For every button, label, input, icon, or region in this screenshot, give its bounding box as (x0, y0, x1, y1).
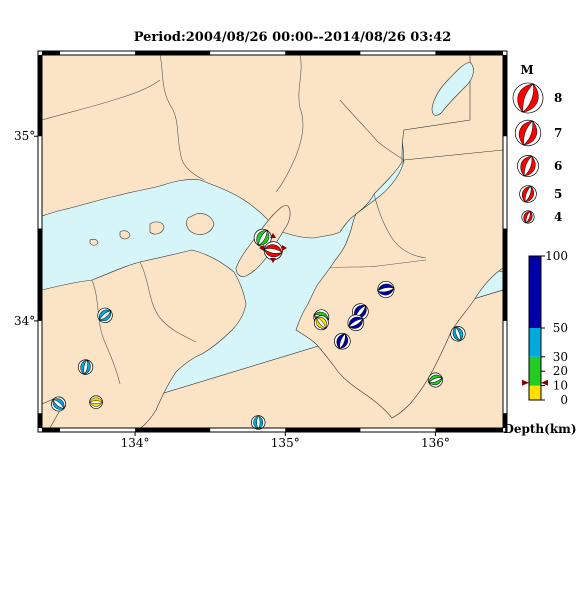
land-kii (295, 149, 503, 419)
magnitude-legend-title: M (520, 63, 533, 77)
depth-tick-label-5: 0 (560, 393, 568, 407)
depth-tick-label-3: 20 (553, 364, 568, 378)
event-11 (88, 395, 104, 409)
y-tick-label-0: 35° (14, 129, 35, 143)
magnitude-legend-label-4: 4 (554, 210, 562, 224)
x-tick-label-0: 134° (121, 436, 150, 450)
land-shodoshima (186, 213, 215, 235)
depth-legend-title: Depth(km) (503, 422, 576, 436)
magnitude-legend-label-2: 6 (554, 159, 562, 173)
depth-marker-left (522, 379, 529, 386)
magnitude-legend-ball-1 (514, 119, 542, 147)
depth-segment-3 (529, 256, 541, 328)
land-shikoku (42, 249, 247, 428)
magnitude-legend-ball-3 (519, 185, 537, 203)
map-title: Period:2004/08/26 00:00--2014/08/26 03:4… (133, 30, 452, 45)
depth-tick-label-4: 10 (553, 379, 568, 393)
magnitude-legend-ball-4 (521, 210, 535, 224)
event-4 (347, 314, 365, 332)
depth-segment-0 (529, 385, 541, 400)
land-areas (42, 55, 503, 428)
event-12 (450, 326, 466, 342)
map-frame (37, 50, 508, 433)
event-2 (377, 280, 395, 299)
magnitude-legend: M 8 7 6 5 4 (512, 63, 562, 224)
event-0 (253, 228, 272, 247)
depth-tick-label-0: 100 (545, 249, 568, 263)
lake-biwa (431, 61, 474, 116)
depth-marker-right (541, 379, 548, 386)
magnitude-legend-ball-2 (517, 155, 539, 177)
magnitude-legend-label-3: 5 (554, 187, 562, 201)
x-tick-label-1: 135° (271, 436, 300, 450)
depth-segment-2 (529, 328, 541, 357)
magnitude-legend-ball-0 (512, 82, 544, 114)
event-8 (97, 307, 113, 324)
y-tick-label-1: 34° (14, 314, 35, 328)
magnitude-legend-label-1: 7 (554, 126, 562, 140)
event-5 (334, 332, 351, 350)
focal-mechanisms (51, 228, 466, 430)
event-13 (427, 372, 443, 388)
event-10 (51, 396, 66, 412)
event-9 (77, 359, 94, 375)
depth-tick-label-2: 30 (553, 350, 568, 364)
depth-segment-1 (529, 356, 541, 386)
event-1 (263, 241, 283, 261)
depth-tick-label-1: 50 (553, 321, 568, 335)
x-tick-label-2: 136° (421, 436, 450, 450)
axis-ticks: 134° 135° 136° 35° 34° (14, 129, 450, 450)
magnitude-legend-label-0: 8 (554, 91, 562, 105)
event-7 (313, 315, 329, 331)
event-14 (251, 414, 266, 430)
highlight-marker (259, 233, 287, 263)
